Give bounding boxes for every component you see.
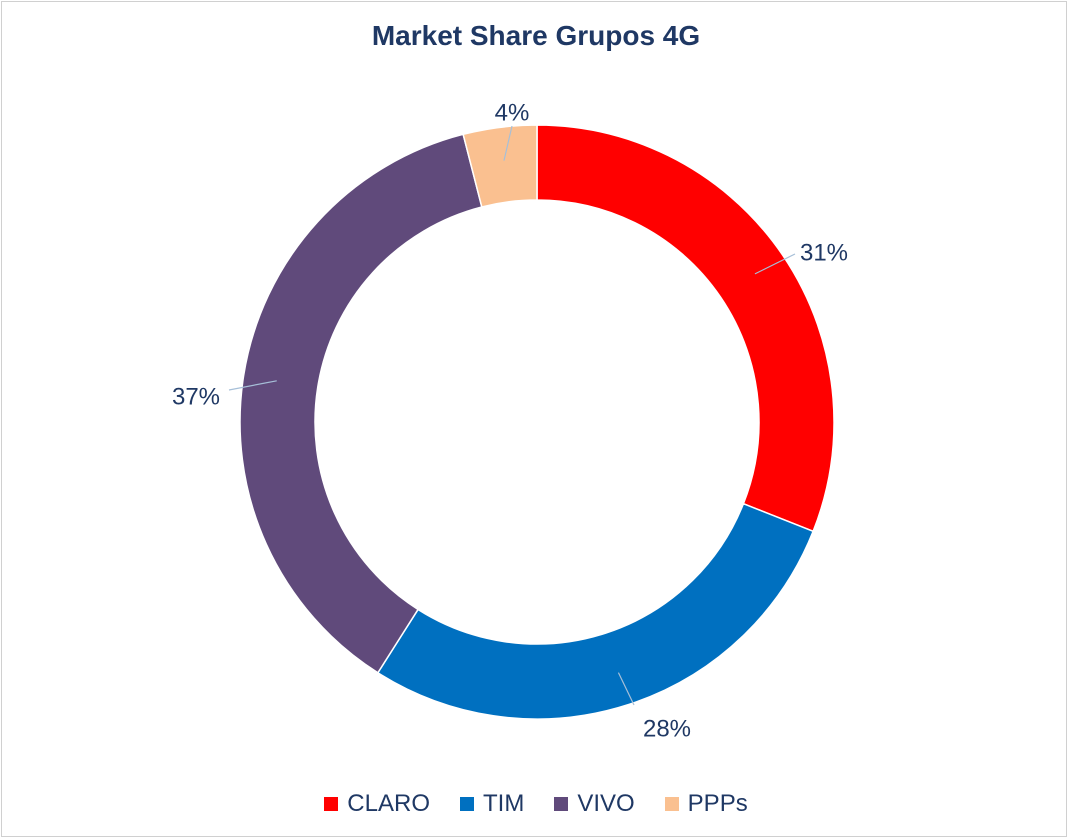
- leader-line-vivo: [228, 380, 277, 391]
- legend-label-claro: CLARO: [347, 790, 430, 817]
- legend-swatch-vivo: [554, 797, 569, 811]
- chart-title: Market Share Grupos 4G: [371, 20, 701, 51]
- donut-slice-ppps: [462, 124, 538, 208]
- leader-line-claro: [754, 253, 796, 275]
- data-label-vivo: 37%: [172, 383, 220, 410]
- legend-label-vivo: VIVO: [577, 790, 635, 817]
- legend: CLARO TIM VIVO PPPs: [2, 790, 1070, 818]
- legend-swatch-tim: [459, 797, 474, 811]
- donut-slice-claro: [536, 124, 835, 533]
- legend-item-ppps: PPPs: [664, 790, 748, 818]
- data-label-claro: 31%: [800, 239, 848, 266]
- donut-slice-vivo: [239, 133, 483, 674]
- legend-item-tim: TIM: [459, 790, 525, 818]
- leader-lines: [228, 125, 796, 706]
- donut-slice-tim: [376, 502, 815, 720]
- legend-label-tim: TIM: [482, 790, 525, 817]
- data-label-ppps: 4%: [495, 99, 530, 126]
- leader-line-ppps: [503, 125, 513, 161]
- leader-line-tim: [617, 672, 635, 706]
- legend-item-claro: CLARO: [324, 790, 430, 818]
- data-label-tim: 28%: [643, 715, 691, 742]
- legend-swatch-ppps: [664, 797, 679, 811]
- legend-item-vivo: VIVO: [554, 790, 635, 818]
- data-labels: 31% 28% 37% 4%: [172, 99, 848, 742]
- legend-swatch-claro: [324, 797, 339, 811]
- donut-slices: [239, 124, 835, 720]
- legend-label-ppps: PPPs: [687, 790, 748, 817]
